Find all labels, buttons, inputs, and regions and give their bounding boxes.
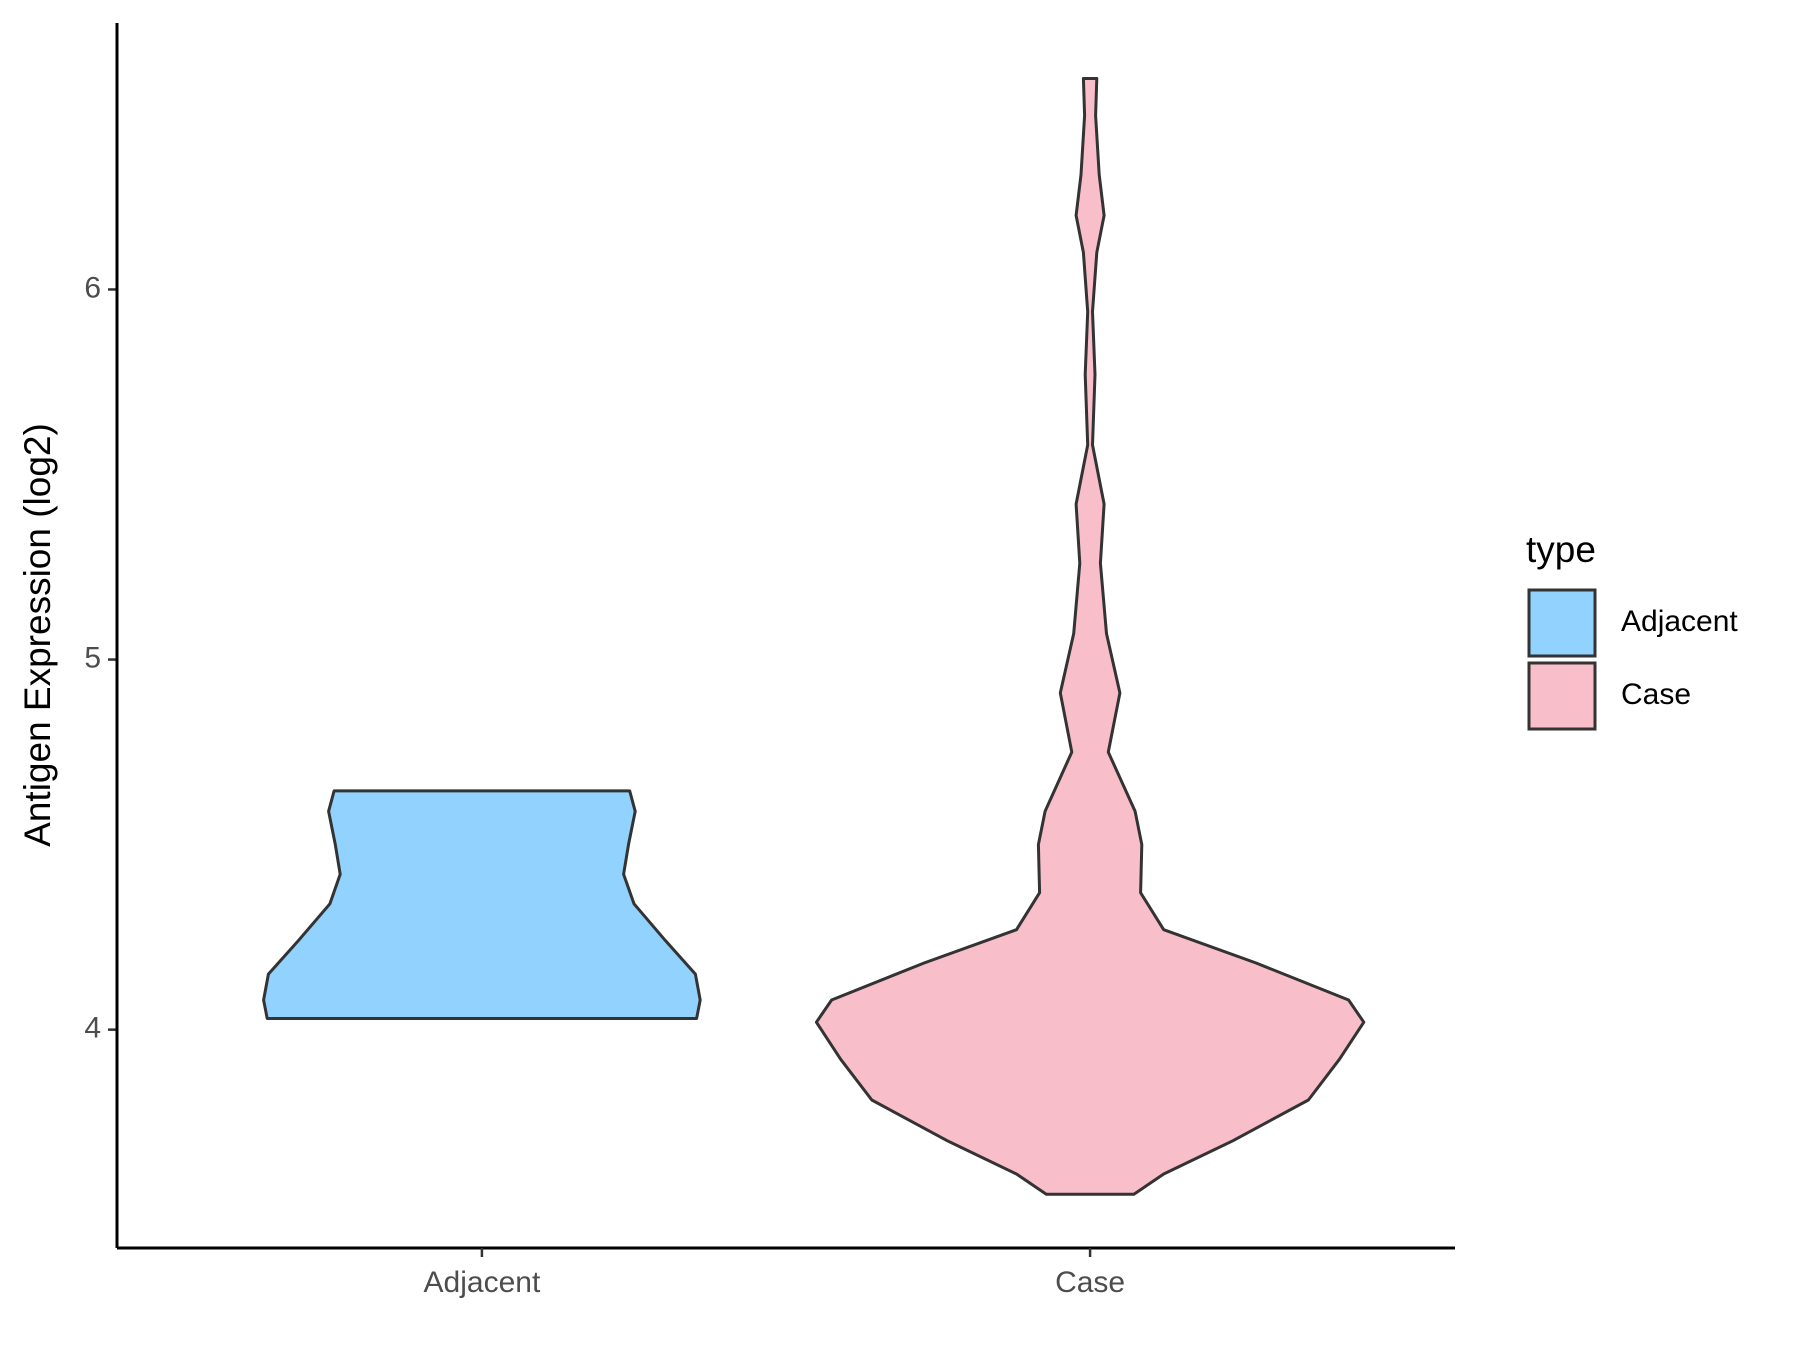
- legend-label: Case: [1621, 678, 1691, 711]
- y-tick-label: 5: [84, 641, 101, 674]
- legend-key: [1527, 661, 1597, 731]
- legend-title: type: [1526, 529, 1596, 570]
- y-tick-label: 6: [84, 271, 101, 304]
- x-tick-label: Adjacent: [424, 1266, 541, 1299]
- violin: [814, 77, 1366, 1196]
- legend-label: Adjacent: [1621, 605, 1738, 638]
- legend-key: [1527, 588, 1597, 658]
- violin: [262, 789, 702, 1020]
- x-tick-label: Case: [1055, 1266, 1125, 1299]
- y-tick-label: 4: [84, 1012, 101, 1045]
- y-axis-title: Antigen Expression (log2): [17, 423, 58, 847]
